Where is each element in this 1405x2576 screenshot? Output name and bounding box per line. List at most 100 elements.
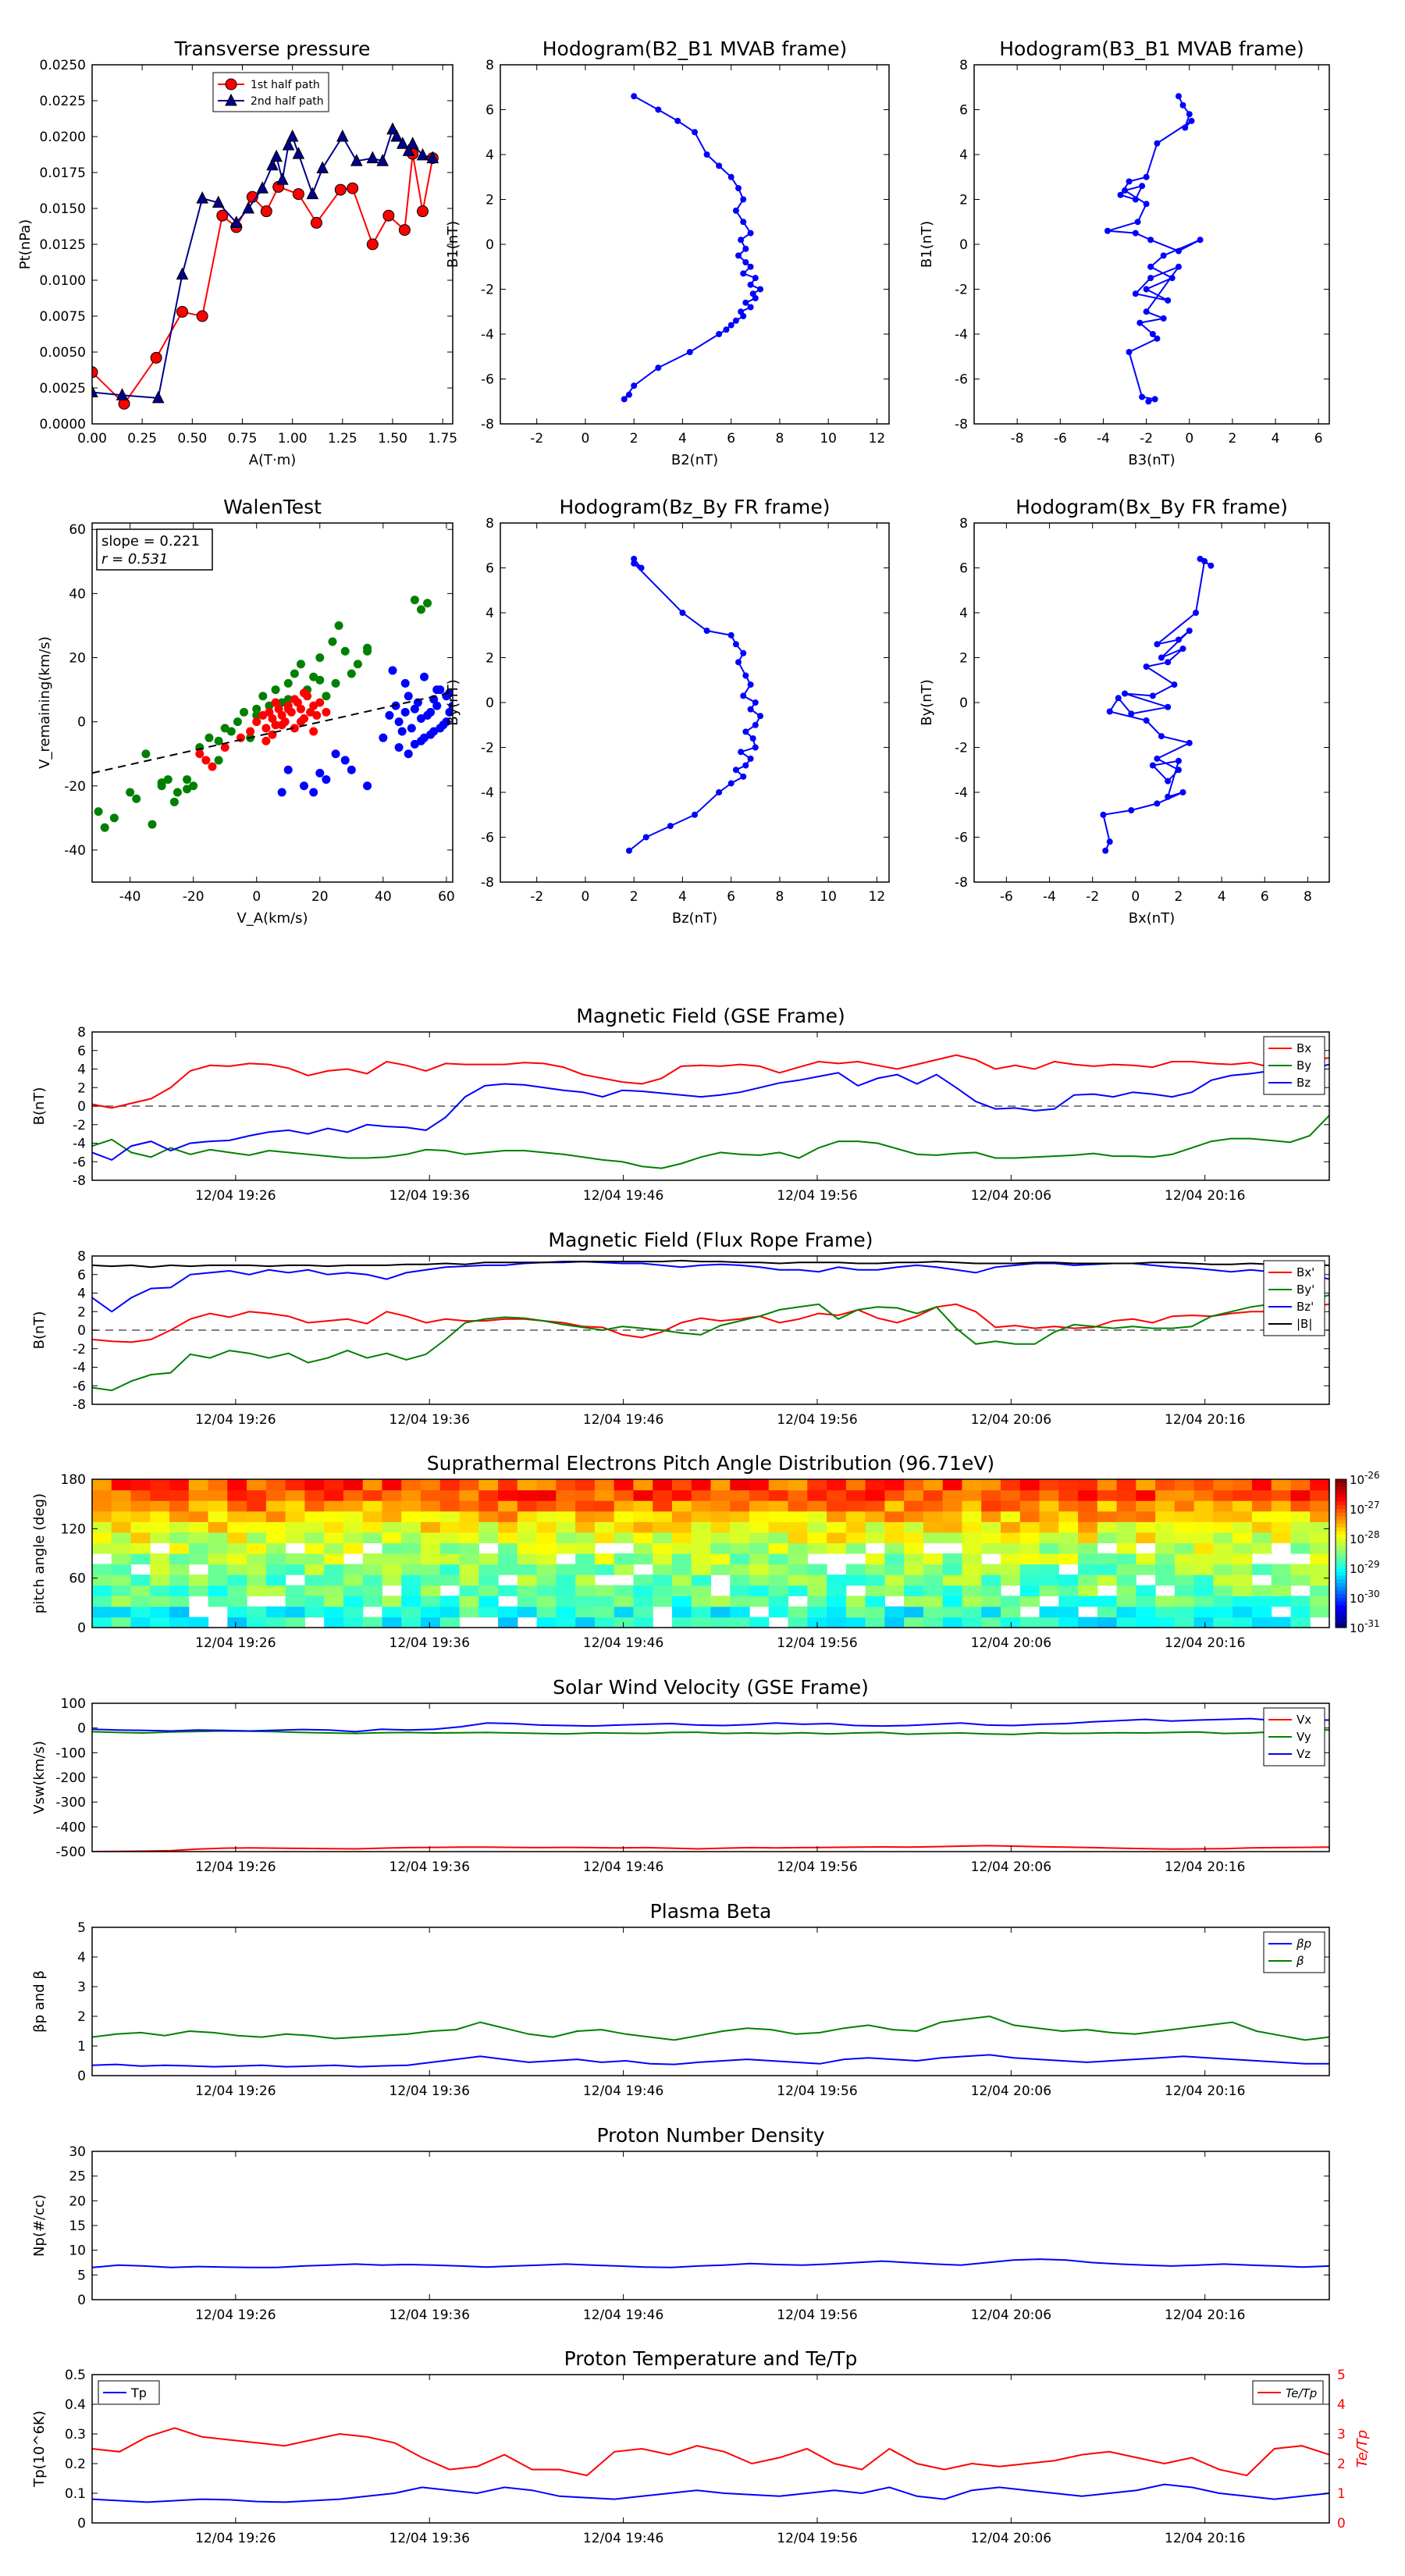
h3-xtick-label: 6 — [727, 889, 735, 905]
pad-cell — [807, 1521, 827, 1533]
pad-cell — [614, 1521, 635, 1533]
h2-point — [1134, 219, 1141, 226]
pad-cell — [730, 1564, 750, 1575]
pad-cell — [401, 1553, 422, 1565]
pad-cell — [265, 1500, 286, 1512]
pad-cell — [304, 1500, 325, 1512]
pad-colorbar-step — [1336, 1598, 1346, 1603]
walen-ytick-label: 40 — [69, 586, 86, 602]
pad-cell — [710, 1542, 731, 1554]
pad-cell — [439, 1479, 461, 1491]
pad-cell — [962, 1596, 982, 1607]
tp-xtick-label: 0.00 — [77, 431, 107, 447]
mfgse-series-2 — [92, 1063, 1329, 1162]
pad-cell — [923, 1553, 944, 1565]
walen-point-green — [328, 637, 337, 646]
pad-cell — [92, 1510, 112, 1522]
pad-colorbar-step — [1336, 1624, 1346, 1628]
h3-point — [740, 692, 747, 699]
pad-cell — [691, 1521, 712, 1533]
mffr-ytick-label: 0 — [77, 1323, 86, 1339]
h1-point — [631, 382, 638, 390]
pad-cell — [904, 1585, 924, 1596]
pad-cell — [1174, 1574, 1195, 1586]
pad-cell — [439, 1617, 461, 1628]
pad-colorbar-frame — [1335, 1478, 1347, 1628]
beta-panel: 0 1 2 3 4 5 12/04 19:26 12/04 19:36 12/04 19:46 1… — [31, 1900, 1330, 2099]
tp-marker-circle — [310, 216, 322, 229]
pad-cell — [981, 1574, 1001, 1586]
pad-cell — [439, 1596, 461, 1607]
tp-marker-triangle — [176, 267, 189, 280]
pad-cell — [1000, 1500, 1021, 1512]
pad-cell — [768, 1574, 789, 1586]
pad-cell — [208, 1521, 228, 1533]
pad-cell — [478, 1596, 499, 1607]
pad-cell — [749, 1542, 770, 1554]
pad-cell — [1155, 1479, 1176, 1491]
pad-cell — [1078, 1521, 1098, 1533]
pad-cell — [459, 1574, 479, 1586]
walen-xtick-label: -40 — [119, 889, 141, 905]
tp-legend-label: 1st half path — [251, 79, 320, 91]
pad-cell — [227, 1489, 247, 1501]
pad-colorbar-step — [1336, 1501, 1346, 1506]
pad-cell — [923, 1596, 944, 1607]
pad-cell — [594, 1596, 615, 1607]
pad-cell — [130, 1521, 151, 1533]
beta-ytick-label: 4 — [77, 1950, 86, 1966]
pad-cells — [92, 1479, 1330, 1628]
pad-cell — [265, 1606, 286, 1618]
h1-point — [735, 252, 742, 259]
h4-point — [1165, 703, 1172, 710]
h3-point — [752, 721, 759, 728]
pad-colorbar-step — [1336, 1539, 1346, 1543]
mfgse-title: Magnetic Field (GSE Frame) — [576, 1005, 845, 1027]
pad-cell — [575, 1553, 596, 1565]
pad-cell — [788, 1479, 808, 1491]
h1-point — [757, 286, 764, 293]
pad-cell — [904, 1553, 924, 1565]
pad-cell — [421, 1532, 441, 1544]
pad-cell — [1232, 1479, 1253, 1491]
pad-cell — [962, 1553, 982, 1565]
h3-point — [752, 744, 759, 751]
walen-point-blue — [379, 733, 388, 742]
pad-cell — [1232, 1553, 1253, 1565]
pad-cell — [614, 1617, 635, 1628]
tp-marker-circle — [292, 188, 304, 201]
pad-cell — [788, 1585, 808, 1596]
walen-point-green — [283, 678, 293, 688]
tp2-legend-right: Te/Tp — [1252, 2380, 1324, 2405]
pad-cell — [1193, 1542, 1215, 1554]
pad-cell — [324, 1479, 344, 1491]
pad-cell — [169, 1617, 190, 1628]
pad-cell — [556, 1585, 576, 1596]
walen-point-blue — [410, 739, 419, 749]
pad-cell — [962, 1585, 982, 1596]
pad-cell — [845, 1574, 866, 1586]
pad-cell — [1039, 1606, 1059, 1618]
tp2-ytick-right-label: 2 — [1337, 2457, 1346, 2472]
pad-cell — [130, 1574, 151, 1586]
pad-cell — [884, 1564, 905, 1575]
pad-ytick-label: 60 — [69, 1571, 86, 1587]
pad-cell — [1310, 1500, 1330, 1512]
pad-cell — [536, 1500, 557, 1512]
pad-cell — [1136, 1500, 1156, 1512]
h1-point — [738, 237, 745, 244]
pad-cell — [788, 1500, 808, 1512]
pad-cell — [247, 1510, 267, 1522]
h1-ytick-label: 4 — [486, 148, 494, 163]
tp-legend: 1st half path 2nd half path — [212, 72, 329, 112]
walen-point-green — [126, 788, 135, 797]
pad-cell — [1251, 1510, 1272, 1522]
h3-point — [638, 564, 645, 571]
pad-ytick-label: 180 — [61, 1472, 86, 1488]
beta-legend: βp β — [1263, 1931, 1325, 1973]
h2-point — [1175, 247, 1182, 254]
h1-point — [752, 275, 759, 282]
walen-point-green — [258, 692, 268, 701]
pad-cell — [730, 1500, 750, 1512]
pad-cell — [343, 1606, 364, 1618]
